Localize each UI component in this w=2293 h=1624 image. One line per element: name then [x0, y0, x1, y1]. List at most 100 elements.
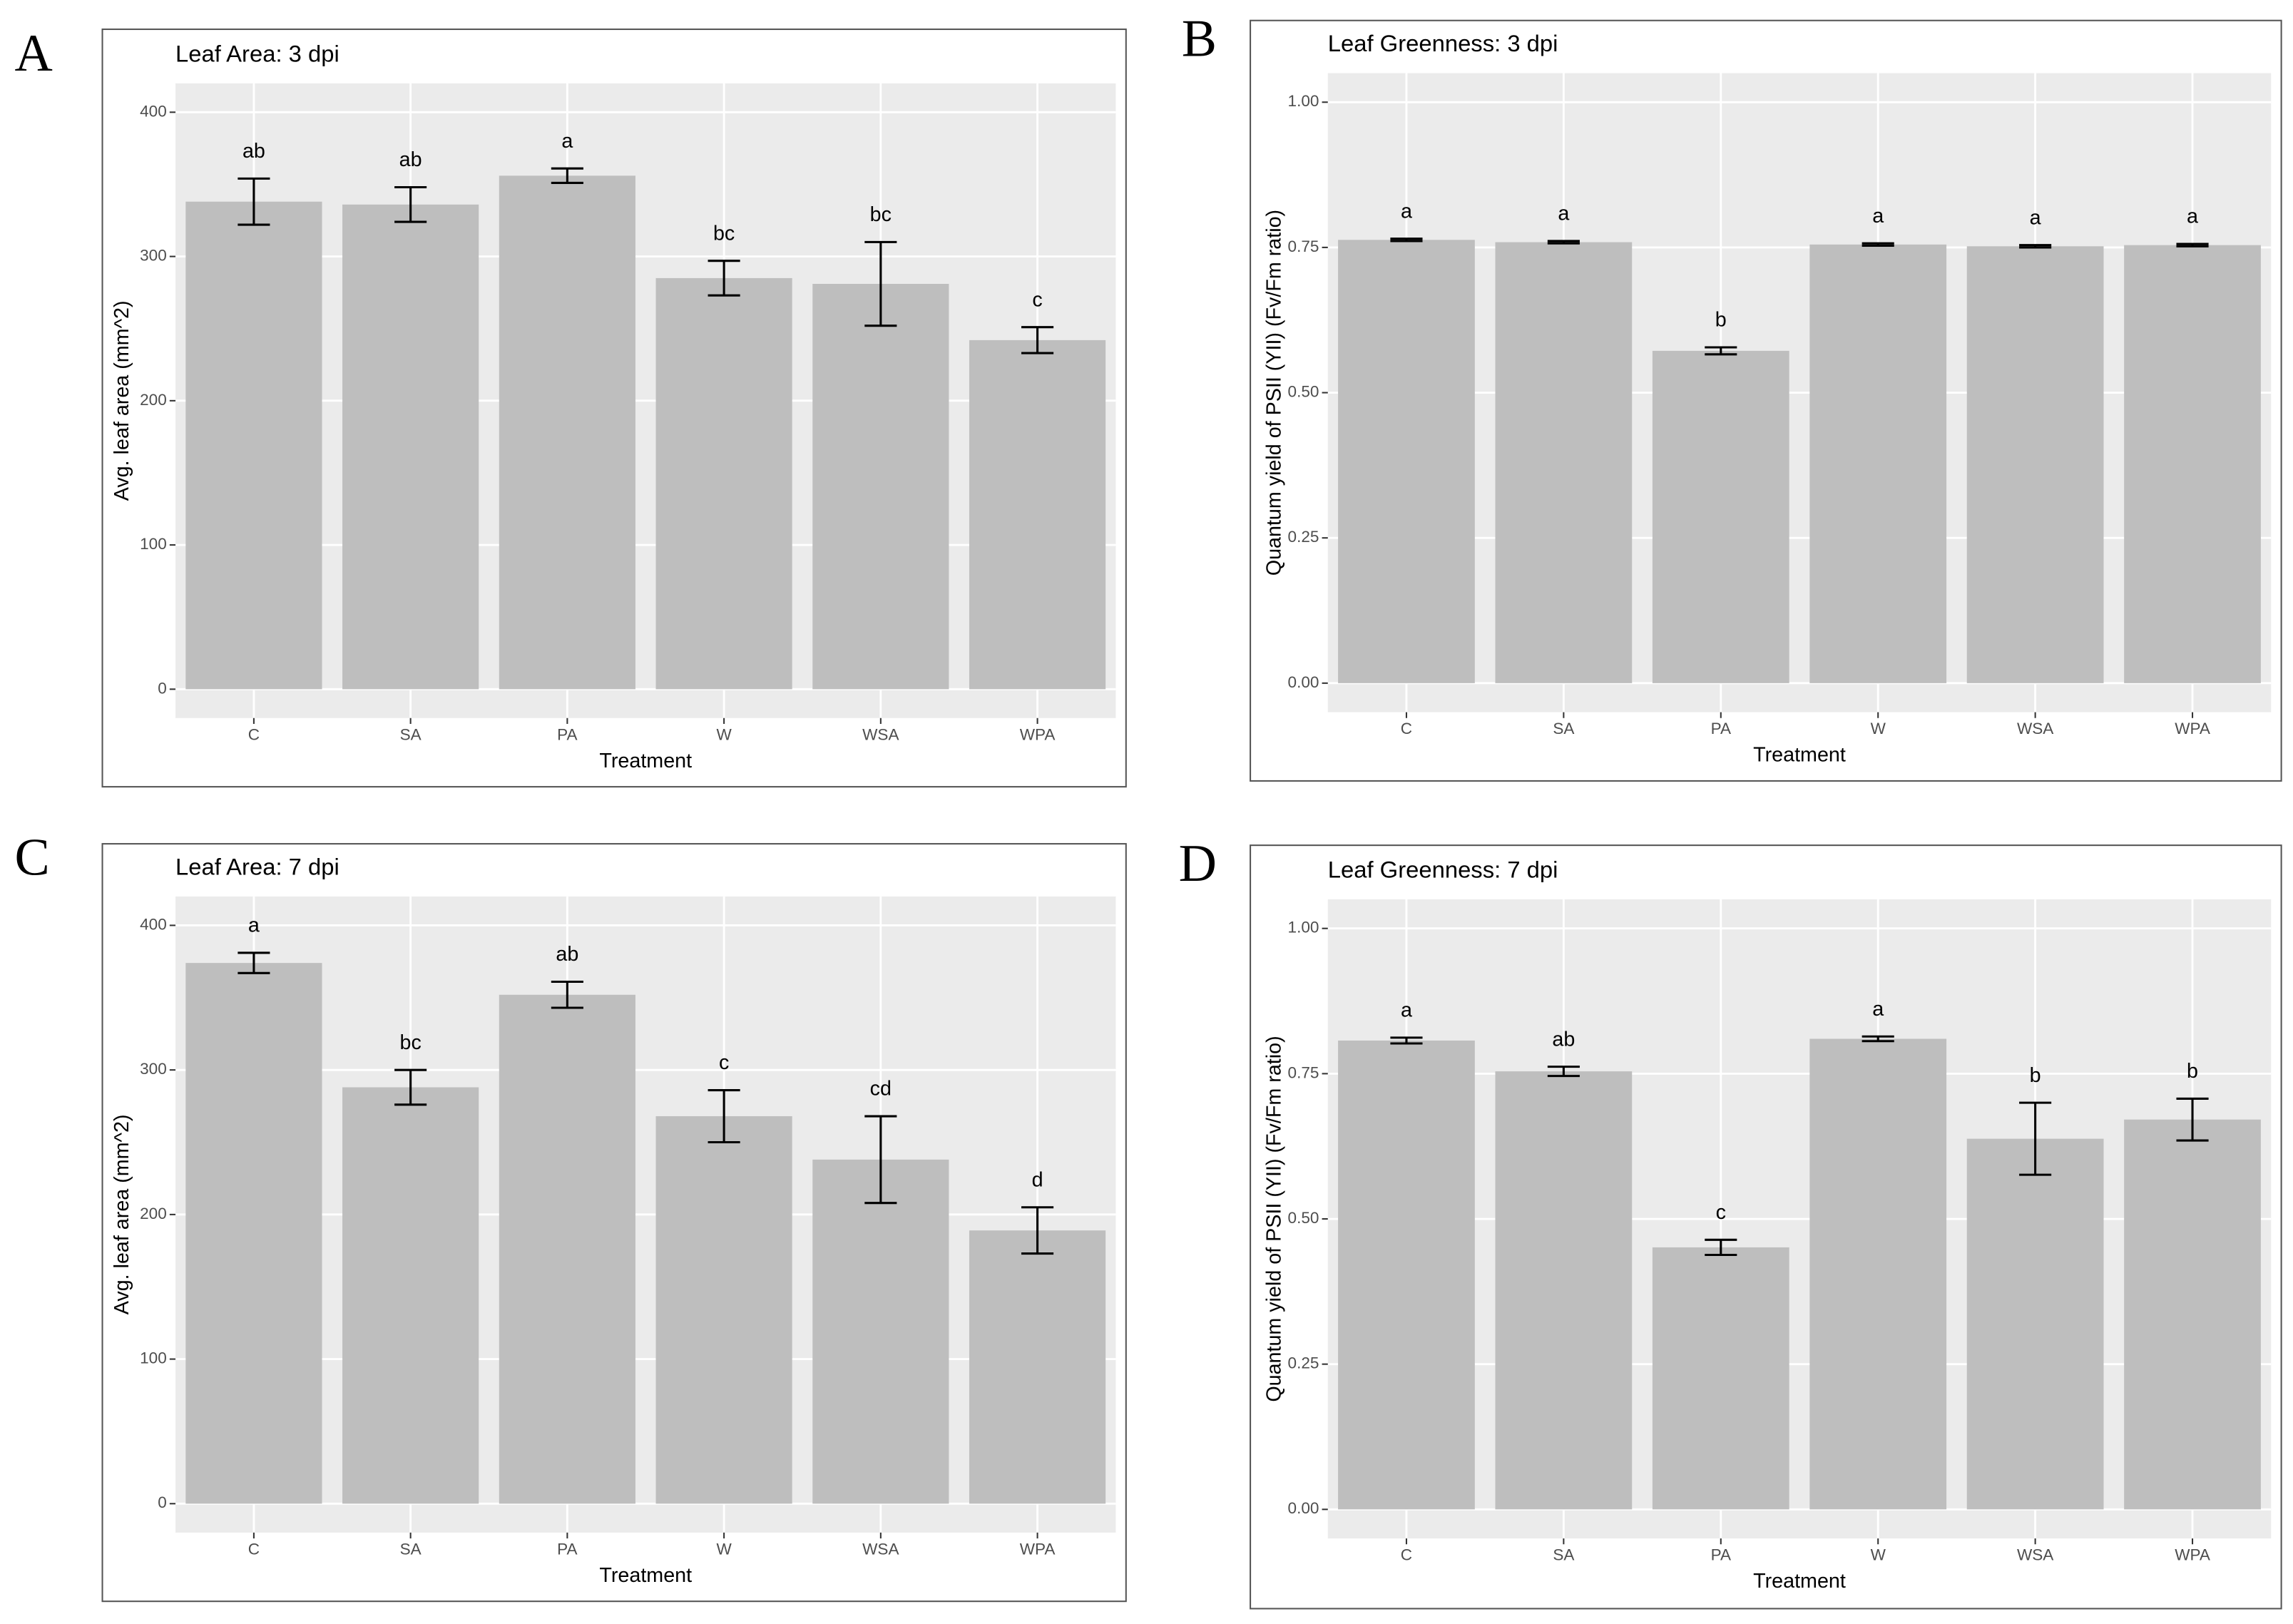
y-axis-title: Avg. leaf area (mm^2)	[111, 1114, 133, 1314]
y-tick-label: 0.25	[1288, 1354, 1319, 1372]
bar	[969, 339, 1106, 690]
error-bar	[1547, 1066, 1580, 1078]
bar	[1338, 240, 1475, 683]
x-tick-label: WSA	[862, 725, 899, 743]
x-tick-label: PA	[557, 725, 577, 743]
bar	[812, 284, 949, 690]
significance-letter: bc	[399, 1031, 421, 1054]
y-tick-label: 0	[158, 679, 167, 697]
error-bar	[708, 260, 740, 297]
x-tick-label: WPA	[1020, 1540, 1056, 1558]
y-tick-label: 100	[140, 1349, 167, 1367]
bar	[499, 175, 635, 690]
bar	[499, 994, 635, 1504]
panel-label: A	[15, 24, 53, 82]
error-bar	[708, 1089, 740, 1144]
error-bar	[1021, 1206, 1054, 1255]
error-bar	[2176, 1097, 2209, 1142]
y-tick-label: 1.00	[1288, 92, 1319, 110]
error-bar	[864, 240, 897, 327]
significance-letter: b	[2030, 1064, 2041, 1087]
y-tick-label: 100	[140, 535, 167, 553]
error-bar	[1705, 1238, 1737, 1257]
bar	[1652, 350, 1789, 683]
significance-letter: a	[1872, 998, 1884, 1021]
bar	[1338, 1040, 1475, 1510]
x-tick-label: C	[248, 725, 260, 743]
x-tick-label: WSA	[2017, 720, 2053, 737]
significance-letter: a	[1872, 205, 1884, 228]
x-tick-label: W	[1871, 1546, 1886, 1564]
chart-title: Leaf Greenness: 7 dpi	[1328, 857, 1558, 883]
error-bar	[2176, 242, 2209, 247]
bar	[969, 1230, 1106, 1504]
bar	[812, 1159, 949, 1504]
panel-label: D	[1179, 834, 1217, 892]
panel-label: C	[15, 828, 50, 887]
error-bar	[2019, 1101, 2052, 1176]
error-bar	[238, 951, 270, 974]
error-bar	[2019, 244, 2052, 249]
x-tick-label: W	[1871, 720, 1886, 737]
y-tick-label: 200	[140, 1205, 167, 1222]
y-axis-title: Avg. leaf area (mm^2)	[111, 300, 133, 501]
x-tick-label: W	[716, 1540, 732, 1558]
significance-letter: ab	[242, 140, 265, 163]
panel: D Leaf Greenness: 7 dpi 0.00 0.25 0.50 0.75 1.…	[1179, 834, 2282, 1610]
significance-letter: c	[1032, 288, 1042, 311]
error-bar	[1862, 1035, 1894, 1043]
chart-title: Leaf Area: 3 dpi	[175, 41, 339, 67]
y-axis-title: Quantum yield of PSII (YII) (Fv/Fm ratio…	[1263, 210, 1286, 576]
y-tick-label: 0.00	[1288, 1499, 1319, 1517]
error-bar	[551, 980, 583, 1009]
bar	[1809, 244, 1947, 683]
error-bar	[864, 1115, 897, 1205]
x-axis-title: Treatment	[1753, 744, 1846, 767]
x-tick-label: C	[1401, 1546, 1412, 1564]
x-tick-label: SA	[400, 725, 422, 743]
chart-title: Leaf Area: 7 dpi	[175, 854, 339, 880]
x-tick-label: SA	[1553, 1546, 1574, 1564]
x-tick-label: SA	[400, 1540, 422, 1558]
x-axis-title: Treatment	[599, 1564, 692, 1587]
significance-letter: a	[2187, 205, 2198, 228]
error-bar	[551, 167, 583, 184]
error-bar	[238, 177, 270, 226]
x-tick-label: WPA	[2175, 720, 2210, 737]
bar	[342, 1087, 479, 1504]
y-tick-label: 0.50	[1288, 1209, 1319, 1227]
error-bar	[1021, 326, 1054, 354]
panel-label: B	[1182, 9, 1217, 67]
bar	[1966, 1138, 2104, 1510]
bar	[1966, 246, 2104, 683]
y-tick-label: 0.50	[1288, 383, 1319, 401]
x-tick-label: PA	[1711, 720, 1731, 737]
x-tick-label: PA	[557, 1540, 577, 1558]
x-tick-label: W	[716, 725, 732, 743]
significance-letter: cd	[870, 1078, 892, 1100]
significance-letter: a	[2030, 206, 2041, 229]
y-tick-label: 400	[140, 102, 167, 120]
bar	[1652, 1247, 1789, 1510]
x-tick-label: PA	[1711, 1546, 1731, 1564]
significance-letter: bc	[870, 203, 892, 226]
significance-letter: b	[1715, 309, 1727, 332]
bar	[342, 204, 479, 690]
significance-letter: a	[1401, 999, 1412, 1022]
x-tick-label: WSA	[2017, 1546, 2053, 1564]
error-bar	[394, 185, 427, 223]
significance-letter: d	[1032, 1168, 1043, 1191]
significance-letter: c	[719, 1051, 729, 1074]
y-tick-label: 0.25	[1288, 528, 1319, 546]
error-bar	[1390, 1036, 1423, 1045]
x-tick-label: WSA	[862, 1540, 899, 1558]
x-tick-label: SA	[1553, 720, 1574, 737]
bar	[185, 963, 322, 1504]
significance-letter: ab	[1552, 1028, 1575, 1051]
error-bar	[1862, 242, 1894, 247]
x-tick-label: WPA	[2175, 1546, 2210, 1564]
error-bar	[1390, 238, 1423, 242]
x-tick-label: C	[248, 1540, 260, 1558]
bar	[1495, 1071, 1633, 1510]
